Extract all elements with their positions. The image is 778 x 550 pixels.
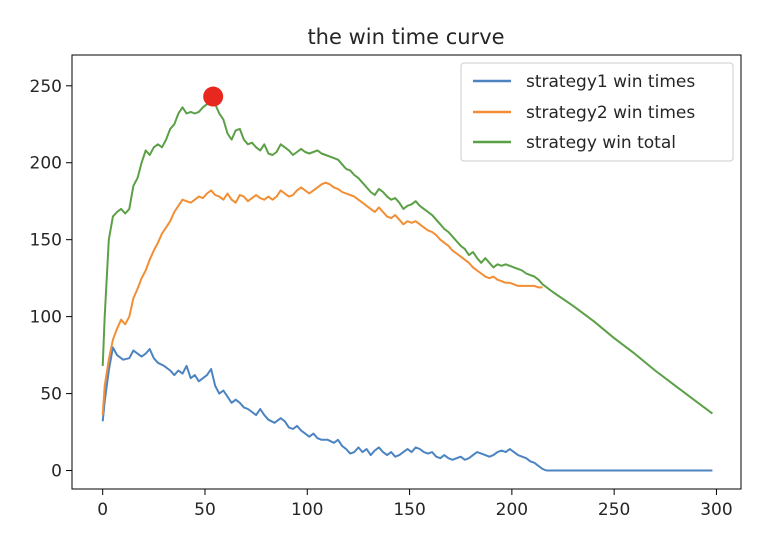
y-tick-label: 100 [30,308,62,328]
y-tick-label: 150 [30,231,62,251]
y-tick-label: 250 [30,77,62,97]
x-tick-label: 100 [291,500,323,520]
plot-frame [71,54,742,490]
legend: strategy1 win times strategy2 win times … [460,62,734,162]
x-tick-label: 250 [598,500,630,520]
x-tick-label: 300 [700,500,732,520]
x-tick-label: 0 [97,500,108,520]
series-line-2 [101,181,543,416]
series-line-1 [101,346,713,472]
highlight-layer [203,86,224,107]
series-line-3 [101,97,714,415]
y-tick-label: 50 [40,385,62,405]
x-axis: 0 50 100 150 200 250 300 [97,489,733,520]
x-tick-label: 200 [496,500,528,520]
x-tick-label: 50 [194,500,216,520]
y-tick-label: 0 [51,462,62,482]
series-layer [101,97,714,472]
legend-box [460,62,734,162]
y-axis: 0 50 100 150 200 250 [30,77,72,482]
legend-label-strategy1: strategy1 win times [526,72,695,92]
x-tick-label: 150 [393,500,425,520]
y-tick-label: 200 [30,154,62,174]
legend-label-strategy2: strategy2 win times [526,103,695,123]
legend-label-total: strategy win total [526,133,676,153]
chart-title: the win time curve [307,25,504,49]
highlight-point [203,86,224,107]
